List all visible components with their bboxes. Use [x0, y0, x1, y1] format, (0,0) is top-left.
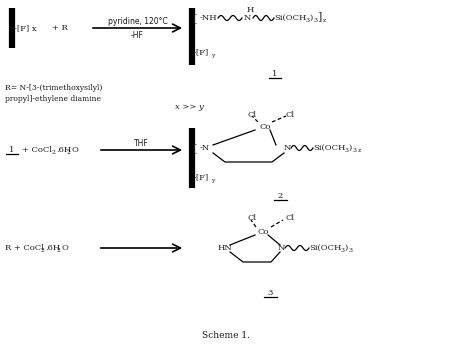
Text: ]: ]: [317, 11, 321, 21]
Text: -[F] x: -[F] x: [14, 24, 37, 32]
Text: 3: 3: [340, 247, 344, 253]
Text: -HF: -HF: [131, 31, 144, 40]
Text: z: z: [323, 17, 326, 23]
Text: Co: Co: [259, 123, 271, 131]
Text: R + CoCl: R + CoCl: [5, 244, 44, 252]
Text: O: O: [61, 244, 68, 252]
Text: Co: Co: [257, 228, 269, 236]
Text: 3: 3: [313, 17, 317, 23]
Text: Si(OCH: Si(OCH: [274, 14, 306, 22]
Text: + CoCl: + CoCl: [22, 146, 52, 154]
Text: Si(OCH: Si(OCH: [309, 244, 342, 252]
Text: 2: 2: [67, 150, 71, 154]
Text: x >> y: x >> y: [175, 103, 204, 111]
Text: 2: 2: [41, 247, 45, 253]
Text: N: N: [278, 244, 285, 252]
Text: ): ): [348, 144, 351, 152]
Text: 3: 3: [344, 147, 348, 152]
Text: N: N: [284, 144, 291, 152]
Text: O: O: [71, 146, 78, 154]
Text: -[F]: -[F]: [194, 173, 209, 181]
Text: 1: 1: [10, 146, 14, 154]
Text: HN: HN: [218, 244, 233, 252]
Text: 1: 1: [272, 70, 278, 78]
Text: Si(OCH: Si(OCH: [313, 144, 345, 152]
Text: + R: + R: [52, 24, 68, 32]
Text: 3: 3: [267, 289, 273, 297]
Text: 3: 3: [305, 17, 309, 23]
Text: 2: 2: [57, 247, 61, 253]
Text: H: H: [247, 6, 255, 14]
Text: ): ): [309, 14, 312, 22]
Text: 2: 2: [277, 192, 283, 200]
Text: Cl: Cl: [248, 111, 257, 119]
Text: R= N-[3-(trimethoxysilyl): R= N-[3-(trimethoxysilyl): [5, 84, 102, 92]
Text: N: N: [244, 14, 251, 22]
Text: 3: 3: [352, 147, 356, 152]
Text: 2: 2: [52, 150, 56, 154]
Text: y: y: [211, 178, 215, 183]
Text: THF: THF: [134, 138, 149, 147]
Text: pyridine, 120°C: pyridine, 120°C: [108, 17, 167, 25]
Text: [: [: [193, 13, 198, 23]
Text: Cl: Cl: [247, 214, 256, 222]
Text: [: [: [193, 143, 198, 153]
Text: Cl: Cl: [285, 214, 294, 222]
Text: -NH: -NH: [200, 14, 217, 22]
Text: 3: 3: [348, 247, 352, 253]
Text: ): ): [344, 244, 347, 252]
Text: Scheme 1.: Scheme 1.: [202, 330, 250, 339]
Text: z: z: [358, 147, 361, 152]
Text: Cl: Cl: [285, 111, 294, 119]
Text: -N: -N: [200, 144, 210, 152]
Text: -[F]: -[F]: [194, 48, 209, 56]
Text: .6H: .6H: [56, 146, 71, 154]
Text: y: y: [211, 52, 215, 58]
Text: .6H: .6H: [45, 244, 60, 252]
Text: propyl]-ethylene diamine: propyl]-ethylene diamine: [5, 95, 101, 103]
